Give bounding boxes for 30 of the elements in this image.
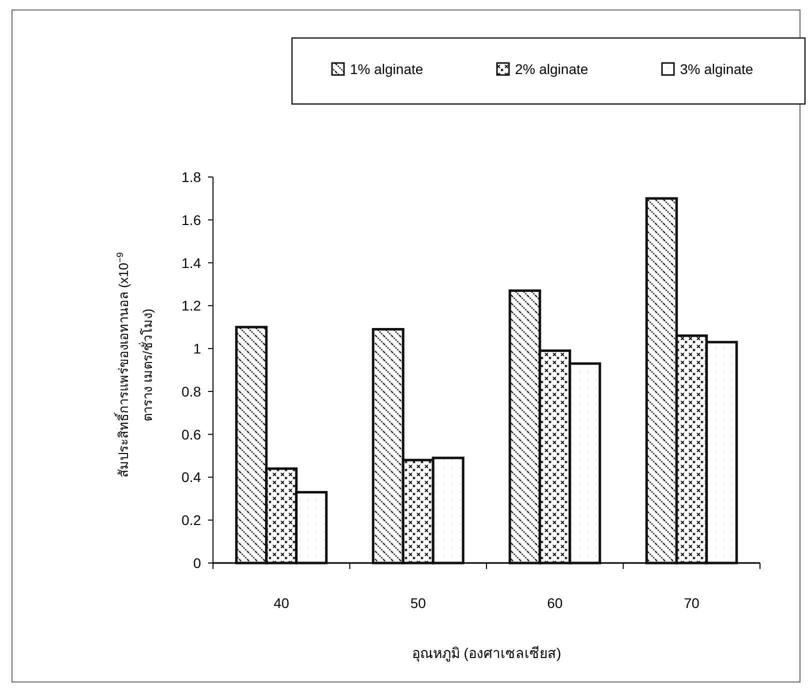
y-tick-label: 0.2 [182,512,202,528]
bar [675,334,708,564]
legend-label: 2% alginate [515,61,588,77]
y-tick-label: 0.6 [182,426,202,442]
x-tick-label: 70 [684,595,700,611]
y-tick-label: 1.4 [182,254,202,271]
y-tick-label: 1.8 [182,169,202,185]
bar [432,456,464,564]
bar [538,349,572,564]
bar [402,458,434,564]
bar [372,328,404,564]
bar [295,490,328,564]
y-tick-label: 1 [193,340,202,357]
bar [235,326,268,564]
y-tick-label: 0.8 [182,383,202,400]
legend-label: 3% alginate [680,61,754,77]
x-axis-title: อุณหภูมิ (องศาเซลเซียส) [412,645,562,662]
y-tick-label: 1.6 [182,212,202,228]
y-tick-label: 1.2 [182,298,202,314]
x-tick-label: 50 [410,595,426,611]
bar [645,197,678,564]
bar [265,467,298,564]
bar [508,289,542,564]
legend-label: 1% alginate [350,61,424,77]
x-tick-label: 40 [274,595,290,611]
bar [568,362,602,564]
x-tick-label: 60 [547,595,563,611]
y-tick-label: 0.4 [182,469,202,486]
y-tick-label: 0 [193,555,202,571]
bar [705,340,738,564]
